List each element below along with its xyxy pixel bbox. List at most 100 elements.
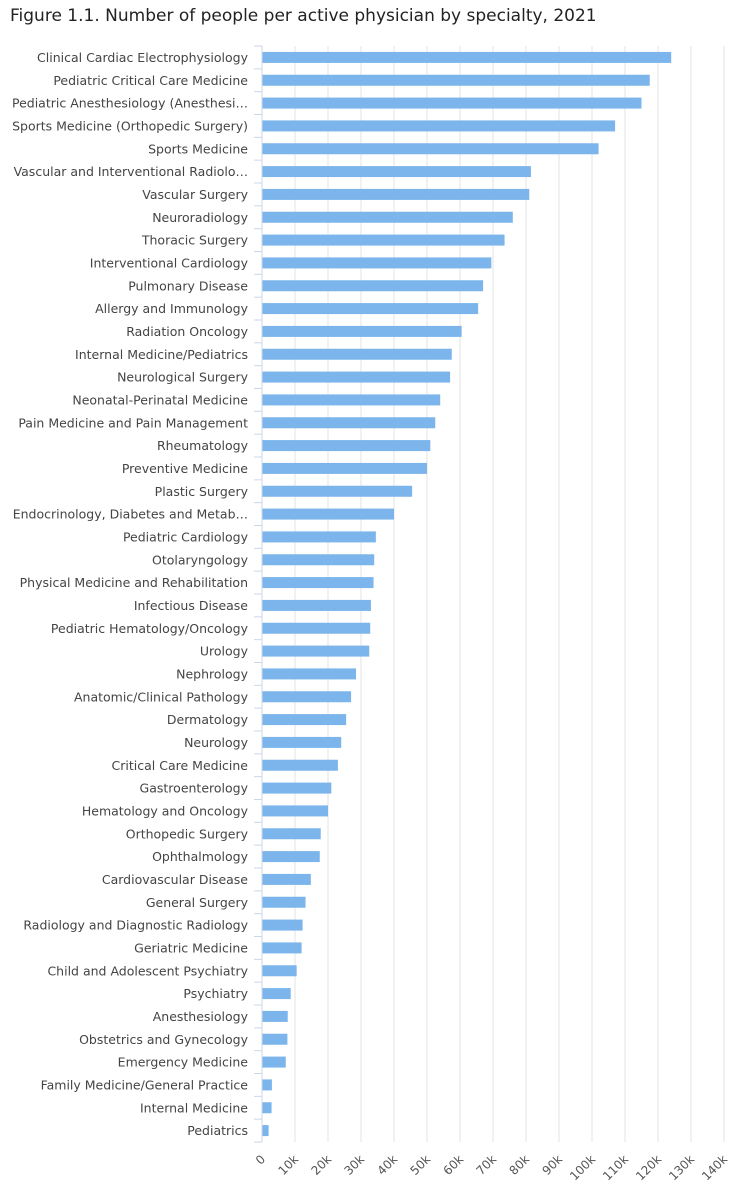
- bar: [262, 462, 427, 474]
- bar: [262, 896, 306, 908]
- axes: [254, 45, 263, 1143]
- bar: [262, 736, 342, 748]
- bar: [262, 394, 441, 406]
- x-tick-label: 10k: [276, 1152, 302, 1178]
- category-label: Otolaryngology: [152, 552, 249, 567]
- category-label: Child and Adolescent Psychiatry: [47, 963, 248, 978]
- bar: [262, 1033, 288, 1045]
- x-tick-label: 20k: [309, 1152, 335, 1178]
- bar: [262, 805, 328, 817]
- x-tick-label: 50k: [408, 1152, 434, 1178]
- bar: [262, 188, 530, 200]
- category-label: Critical Care Medicine: [112, 758, 249, 773]
- bar: [262, 508, 394, 520]
- bar: [262, 280, 484, 292]
- bar: [262, 166, 531, 178]
- category-label: Radiation Oncology: [126, 324, 248, 339]
- category-label: Internal Medicine/Pediatrics: [75, 347, 248, 362]
- category-label: Physical Medicine and Rehabilitation: [20, 575, 248, 590]
- bar: [262, 211, 513, 223]
- bar: [262, 257, 492, 269]
- category-label: Hematology and Oncology: [82, 803, 249, 818]
- category-label: Psychiatry: [183, 986, 248, 1001]
- category-label: Allergy and Immunology: [95, 301, 248, 316]
- bar: [262, 440, 431, 452]
- category-label: Anesthesiology: [153, 1009, 249, 1024]
- x-tick-label: 30k: [342, 1152, 368, 1178]
- category-label: Vascular and Interventional Radiolo…: [14, 164, 248, 179]
- category-label: Infectious Disease: [134, 598, 248, 613]
- category-label: Radiology and Diagnostic Radiology: [23, 918, 248, 933]
- category-label: Dermatology: [167, 712, 249, 727]
- x-tick-label: 80k: [507, 1152, 533, 1178]
- x-tick-label: 90k: [540, 1152, 566, 1178]
- category-label: Pediatric Cardiology: [123, 529, 249, 544]
- bar: [262, 1079, 272, 1091]
- category-label: Rheumatology: [157, 438, 249, 453]
- bar: [262, 1010, 288, 1022]
- category-label: Neurological Surgery: [117, 370, 249, 385]
- bar: [262, 714, 347, 726]
- category-label: Obstetrics and Gynecology: [79, 1032, 249, 1047]
- category-label: Emergency Medicine: [118, 1055, 249, 1070]
- bar: [262, 851, 320, 863]
- bar: [262, 919, 303, 931]
- chart-title: Figure 1.1. Number of people per active …: [10, 6, 597, 26]
- category-label: Sports Medicine (Orthopedic Surgery): [12, 118, 248, 133]
- x-tick-labels: 0 10k 20k 30k 40k 50k 60k 70k 80k 90k 100k 110k 120k…: [253, 1152, 730, 1183]
- category-label: Pain Medicine and Pain Management: [18, 415, 248, 430]
- category-label: Internal Medicine: [140, 1100, 248, 1115]
- bar: [262, 531, 376, 543]
- bar: [262, 965, 297, 977]
- bar: [262, 828, 321, 840]
- bar: [262, 668, 357, 680]
- category-label: Pediatric Hematology/Oncology: [51, 621, 249, 636]
- category-label: Nephrology: [176, 666, 248, 681]
- category-label: Family Medicine/General Practice: [41, 1077, 249, 1092]
- x-tick-label: 140k: [699, 1152, 730, 1183]
- category-label: Anatomic/Clinical Pathology: [74, 689, 249, 704]
- bar: [262, 645, 370, 657]
- bar: [262, 120, 616, 132]
- category-label: Neonatal-Perinatal Medicine: [72, 392, 248, 407]
- category-label: Neurology: [184, 735, 249, 750]
- category-label: Orthopedic Surgery: [126, 826, 249, 841]
- bar: [262, 691, 352, 703]
- bar: [262, 485, 413, 497]
- bar: [262, 599, 371, 611]
- bar: [262, 51, 672, 63]
- x-tick-label: 60k: [441, 1152, 467, 1178]
- bar: [262, 1102, 272, 1114]
- bar: [262, 234, 505, 246]
- bar: [262, 325, 462, 337]
- x-tick-label: 70k: [474, 1152, 500, 1178]
- bar: [262, 74, 650, 86]
- bar: [262, 1125, 269, 1137]
- x-tick-label: 40k: [375, 1152, 401, 1178]
- category-label: Pediatric Critical Care Medicine: [53, 73, 248, 88]
- grid-lines: [294, 46, 725, 1142]
- bar: [262, 988, 291, 1000]
- category-label: Pediatrics: [187, 1123, 248, 1138]
- category-label: Vascular Surgery: [142, 187, 248, 202]
- category-label: Neuroradiology: [152, 210, 248, 225]
- category-label: Pediatric Anesthesiology (Anesthesi…: [12, 96, 248, 111]
- category-label: Cardiovascular Disease: [102, 872, 248, 887]
- category-label: Preventive Medicine: [122, 461, 248, 476]
- bar: [262, 577, 374, 589]
- category-label: Pulmonary Disease: [128, 278, 248, 293]
- category-label: Ophthalmology: [152, 849, 249, 864]
- bars: [262, 51, 672, 1137]
- bar: [262, 143, 599, 155]
- x-tick-label: 130k: [666, 1152, 697, 1183]
- category-label: Sports Medicine: [148, 141, 248, 156]
- bar: [262, 417, 436, 429]
- bar: [262, 554, 375, 566]
- category-label: Plastic Surgery: [155, 484, 249, 499]
- bar: [262, 371, 451, 383]
- category-label: Endocrinology, Diabetes and Metab…: [13, 507, 248, 522]
- bar: [262, 97, 642, 109]
- category-label: Thoracic Surgery: [141, 233, 249, 248]
- category-label: Interventional Cardiology: [90, 255, 249, 270]
